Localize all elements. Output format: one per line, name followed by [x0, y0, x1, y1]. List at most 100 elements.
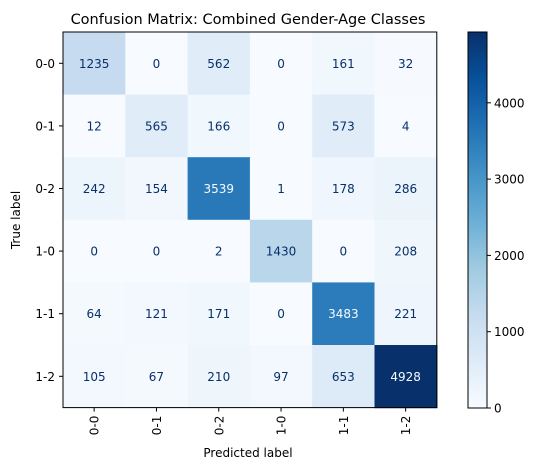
heatmap-cell — [374, 32, 438, 96]
y-tick-label: 1-2 — [35, 370, 55, 384]
heatmap-cell — [312, 94, 376, 158]
heatmap-cell — [312, 219, 376, 283]
heatmap-cell — [374, 219, 438, 283]
cell-value-label: 208 — [394, 245, 417, 259]
heatmap-cell — [249, 219, 313, 283]
heatmap-cell — [125, 282, 189, 346]
heatmap-cell — [187, 345, 251, 409]
cell-value-label: 154 — [145, 182, 168, 196]
heatmap-cells — [63, 32, 438, 409]
heatmap-cell — [249, 157, 313, 221]
x-tick-label: 0-1 — [150, 416, 164, 436]
colorbar-tick-label: 0 — [494, 402, 502, 416]
x-tick-label: 0-0 — [88, 416, 102, 436]
heatmap-cell — [374, 282, 438, 346]
cell-value-label: 97 — [273, 370, 288, 384]
cell-value-label: 1235 — [79, 57, 110, 71]
cell-value-label: 242 — [83, 182, 106, 196]
cell-value-label: 1430 — [266, 245, 297, 259]
cell-value-label: 0 — [277, 119, 285, 133]
cell-value-label: 4928 — [390, 370, 421, 384]
heatmap-cell — [187, 157, 251, 221]
cell-value-label: 166 — [207, 119, 230, 133]
y-axis: 0-0 0-1 0-2 1-0 1-1 1-2 — [35, 57, 63, 384]
cell-value-label: 0 — [340, 245, 348, 259]
heatmap-cell — [63, 32, 126, 96]
heatmap-cell — [187, 94, 251, 158]
heatmap-cell — [63, 345, 126, 409]
cell-value-label: 0 — [90, 245, 98, 259]
cell-value-label: 210 — [207, 370, 230, 384]
cell-value-label: 32 — [398, 57, 413, 71]
colorbar-ticks: 0 1000 2000 3000 4000 — [487, 96, 525, 416]
heatmap-cell — [249, 282, 313, 346]
x-tick-label: 1-1 — [337, 416, 351, 436]
colorbar-tick-label: 4000 — [494, 96, 525, 110]
heatmap-cell — [63, 94, 126, 158]
cell-value-label: 121 — [145, 307, 168, 321]
y-tick-label: 1-1 — [35, 307, 55, 321]
cell-value-label: 67 — [149, 370, 164, 384]
heatmap-cell — [63, 219, 126, 283]
x-tick-label: 0-2 — [212, 416, 226, 436]
heatmap-cell — [187, 219, 251, 283]
y-tick-label: 0-0 — [35, 57, 55, 71]
cell-value-label: 105 — [83, 370, 106, 384]
cell-value-label: 0 — [153, 245, 161, 259]
x-tick-label: 1-0 — [275, 416, 289, 436]
cell-value-label: 12 — [87, 119, 102, 133]
y-tick-label: 0-1 — [35, 119, 55, 133]
colorbar — [467, 31, 488, 409]
heatmap-cell — [125, 32, 189, 96]
heatmap-cell — [374, 94, 438, 158]
heatmap-cell — [374, 345, 438, 409]
chart-title: Confusion Matrix: Combined Gender-Age Cl… — [71, 12, 426, 28]
cell-value-label: 64 — [87, 307, 102, 321]
cell-value-label: 286 — [394, 182, 417, 196]
cell-value-label: 171 — [207, 307, 230, 321]
heatmap-cell — [374, 157, 438, 221]
heatmap-cell — [312, 32, 376, 96]
cell-value-label: 1 — [277, 182, 285, 196]
heatmap-cell-labels: 1235 0 562 0 161 32 12 565 166 0 573 4 242 154 3539 1 17… — [79, 57, 421, 384]
cell-value-label: 0 — [277, 57, 285, 71]
cell-value-label: 178 — [332, 182, 355, 196]
colorbar-tick-label: 2000 — [494, 249, 525, 263]
plot-frame — [62, 31, 438, 409]
heatmap-cell — [125, 94, 189, 158]
y-tick-label: 0-2 — [35, 182, 55, 196]
heatmap-cell — [187, 282, 251, 346]
heatmap-cell — [312, 282, 376, 346]
x-axis: 0-0 0-1 0-2 1-0 1-1 1-2 — [88, 407, 413, 436]
cell-value-label: 573 — [332, 119, 355, 133]
heatmap-cell — [249, 32, 313, 96]
cell-value-label: 221 — [394, 307, 417, 321]
heatmap-cell — [63, 157, 126, 221]
cell-value-label: 0 — [277, 307, 285, 321]
heatmap-cell — [249, 94, 313, 158]
cell-value-label: 0 — [153, 57, 161, 71]
y-tick-label: 1-0 — [35, 245, 55, 259]
cell-value-label: 562 — [207, 57, 230, 71]
heatmap-cell — [125, 219, 189, 283]
cell-value-label: 2 — [215, 245, 223, 259]
heatmap-cell — [125, 157, 189, 221]
heatmap-cell — [125, 345, 189, 409]
heatmap-cell — [312, 157, 376, 221]
heatmap-cell — [63, 282, 126, 346]
heatmap-cell — [187, 32, 251, 96]
x-axis-label: Predicted label — [203, 446, 292, 460]
cell-value-label: 3483 — [328, 307, 359, 321]
cell-value-label: 4 — [402, 119, 410, 133]
colorbar-tick-label: 1000 — [494, 325, 525, 339]
x-tick-label: 1-2 — [399, 416, 413, 436]
cell-value-label: 161 — [332, 57, 355, 71]
cell-value-label: 3539 — [203, 182, 234, 196]
heatmap-cell — [249, 345, 313, 409]
y-axis-label: True label — [9, 191, 23, 250]
colorbar-tick-label: 3000 — [494, 173, 525, 187]
heatmap-cell — [312, 345, 376, 409]
cell-value-label: 565 — [145, 119, 168, 133]
cell-value-label: 653 — [332, 370, 355, 384]
